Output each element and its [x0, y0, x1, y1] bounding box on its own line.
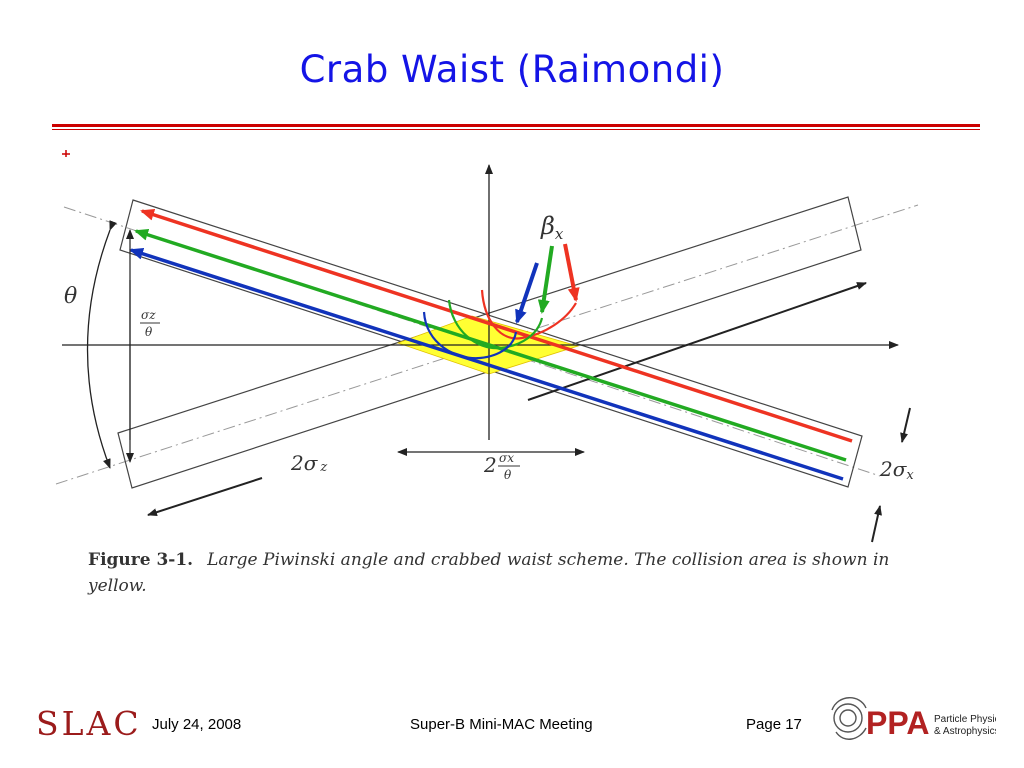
- beam-envelope-2: [117, 196, 862, 489]
- ppa-logo-line2: & Astrophysics: [934, 726, 996, 737]
- two-sigma-z-label: 2σ z: [290, 451, 327, 475]
- title-divider-thin: [52, 129, 980, 130]
- beam-direction-arrow-right: [527, 282, 867, 401]
- ppa-logo: PPA Particle Physics & Astrophysics: [831, 697, 996, 741]
- sigma-x-arrow-top: [900, 407, 911, 443]
- green-beta-arrow: [537, 245, 554, 314]
- slac-logo: SLAC: [36, 704, 142, 743]
- blue-beta-arrow: [515, 262, 539, 324]
- title-divider: [52, 124, 980, 127]
- ppa-logo-line1: Particle Physics: [934, 714, 996, 725]
- sigma-z-over-theta-num: σz: [141, 308, 156, 322]
- beam-envelope-1: [119, 199, 863, 488]
- caption-text: Large Piwinski angle and crabbed waist s…: [88, 550, 890, 596]
- caption-label: Figure 3-1.: [88, 550, 194, 570]
- sigma-x-arrow-bottom: [871, 505, 882, 543]
- two-sigma-x-over-theta-two: 2: [483, 453, 497, 477]
- footer-meeting: Super-B Mini-MAC Meeting: [410, 716, 593, 733]
- ppa-logo-text: PPA: [866, 705, 929, 741]
- red-beam-line: [140, 208, 853, 443]
- footer-page-number: Page 17: [746, 716, 802, 733]
- green-beam-line: [134, 228, 847, 462]
- figure-caption: Figure 3-1. Large Piwinski angle and crab…: [88, 547, 908, 599]
- green-waist-curve: [447, 299, 544, 350]
- beam-axis-2: [55, 204, 919, 485]
- beam-direction-arrow-left: [147, 477, 263, 517]
- red-beta-arrow: [563, 243, 580, 302]
- sigma-x-over-theta-num: σx: [499, 451, 514, 465]
- sigma-x-over-theta-den: θ: [504, 468, 512, 482]
- blue-waist-curve: [422, 311, 518, 360]
- ppa-logo-swirl-icon: [831, 697, 867, 740]
- beta-x-label: βx: [540, 212, 564, 243]
- theta-arc: [86, 220, 117, 469]
- blue-beam-line: [129, 247, 844, 481]
- red-mark: [62, 150, 70, 157]
- theta-label: θ: [64, 284, 77, 309]
- slide-title: Crab Waist (Raimondi): [299, 48, 725, 91]
- red-waist-curve: [480, 289, 577, 340]
- footer-date: July 24, 2008: [152, 716, 242, 733]
- two-sigma-x-label: 2σx: [879, 457, 914, 483]
- sigma-z-over-theta-den: θ: [145, 325, 153, 339]
